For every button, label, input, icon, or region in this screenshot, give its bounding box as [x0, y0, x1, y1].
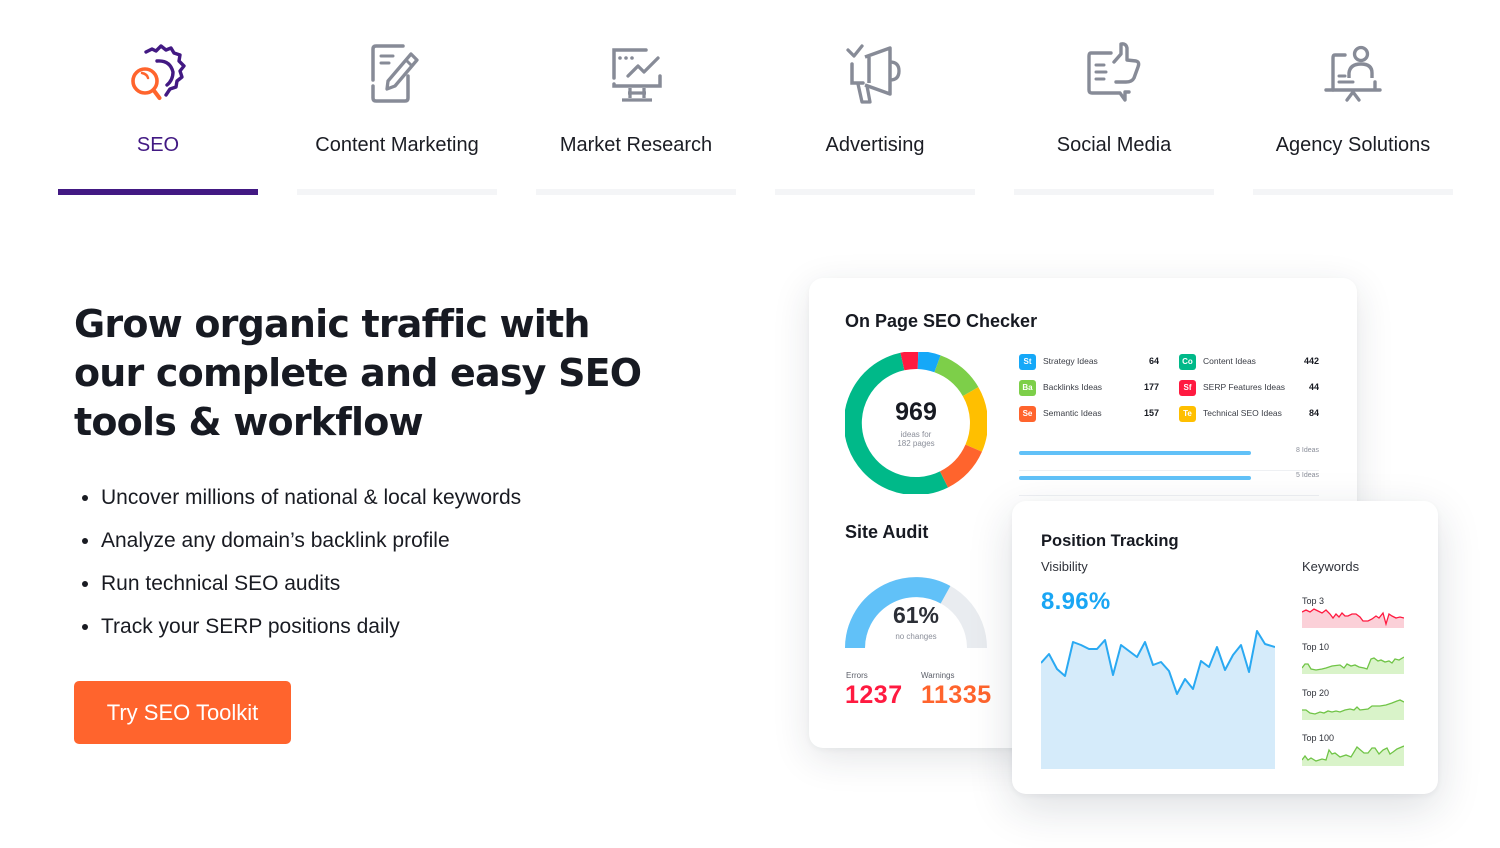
donut-ring [843, 350, 988, 495]
top10-sparkline [1302, 656, 1404, 674]
idea-backlinks[interactable]: Ba Backlinks Ideas 177 [1019, 380, 1159, 398]
donut-center: 969 ideas for 182 pages [845, 352, 987, 494]
technical-badge-icon: Te [1179, 406, 1196, 422]
top20-sparkline [1302, 699, 1404, 720]
tab-indicator [297, 189, 497, 195]
tab-label: SEO [136, 134, 180, 156]
idea-content[interactable]: Co Content Ideas 442 [1179, 354, 1319, 372]
bullet-icon [82, 538, 88, 544]
card-title: On Page SEO Checker [845, 311, 1038, 331]
megaphone-check-icon [846, 44, 901, 104]
bullet-icon [82, 624, 88, 630]
ideas-donut-chart: 969 ideas for 182 pages [843, 350, 988, 495]
serp-badge-icon: Sf [1179, 380, 1196, 396]
page-ideas-row[interactable]: 8 Ideas [1019, 446, 1319, 471]
spark-label: Top 10 [1302, 642, 1330, 652]
visibility-label: Visibility [1041, 559, 1088, 574]
strategy-badge-icon: St [1019, 354, 1036, 370]
site-audit-gauge [845, 577, 987, 649]
visibility-area-chart [1041, 630, 1275, 769]
audit-score-sub: no changes [895, 632, 937, 641]
tab-label: Social Media [1056, 134, 1172, 156]
backlinks-badge-icon: Ba [1019, 380, 1036, 396]
spark-label: Top 3 [1302, 596, 1325, 606]
spark-label: Top 100 [1302, 733, 1335, 743]
card-title: Position Tracking [1041, 532, 1179, 550]
visibility-value: 8.96% [1041, 588, 1111, 615]
thumbs-up-chat-icon [1087, 42, 1141, 102]
category-tabs: SEO Content Marketing Market Research [58, 0, 1454, 200]
keywords-label: Keywords [1302, 559, 1360, 574]
tab-market-research[interactable]: Market Research [536, 0, 736, 200]
tab-social-media[interactable]: Social Media [1014, 0, 1214, 200]
document-pencil-icon [371, 44, 419, 103]
position-tracking-card: Position Tracking Visibility 8.96% Keywo… [1012, 501, 1438, 794]
tab-content-marketing[interactable]: Content Marketing [297, 0, 497, 200]
semantic-badge-icon: Se [1019, 406, 1036, 422]
presenter-board-icon [1324, 45, 1382, 102]
hero-headline: Grow organic traffic with our complete a… [74, 302, 642, 444]
total-ideas: 969 [895, 398, 937, 426]
page-ideas-row[interactable]: 5 Ideas [1019, 471, 1319, 496]
top100-sparkline [1302, 745, 1404, 766]
warnings-value[interactable]: 11335 [921, 681, 992, 709]
tab-advertising[interactable]: Advertising [775, 0, 975, 200]
tab-label: Market Research [559, 134, 713, 156]
errors-value[interactable]: 1237 [845, 681, 903, 709]
feature-list: Uncover millions of national & local key… [78, 480, 521, 652]
ideas-subtitle: ideas for 182 pages [897, 430, 935, 448]
audit-score: 61% [892, 602, 940, 628]
feature-item: Run technical SEO audits [78, 566, 521, 609]
progress-bar [1019, 451, 1251, 455]
seo-gear-magnifier-icon [131, 44, 186, 100]
monitor-chart-icon [612, 48, 662, 102]
idea-technical-seo[interactable]: Te Technical SEO Ideas 84 [1179, 406, 1319, 424]
tab-indicator [58, 189, 258, 195]
feature-item: Uncover millions of national & local key… [78, 480, 521, 523]
warnings-label: Warnings [921, 671, 955, 680]
try-seo-toolkit-button[interactable]: Try SEO Toolkit [74, 681, 291, 744]
idea-serp-features[interactable]: Sf SERP Features Ideas 44 [1179, 380, 1319, 398]
tab-label: Advertising [825, 134, 925, 156]
idea-strategy[interactable]: St Strategy Ideas 64 [1019, 354, 1159, 372]
bullet-icon [82, 581, 88, 587]
bullet-icon [82, 495, 88, 501]
tab-indicator [1253, 189, 1453, 195]
tab-agency-solutions[interactable]: Agency Solutions [1253, 0, 1453, 200]
progress-bar [1019, 476, 1251, 480]
feature-item: Track your SERP positions daily [78, 609, 521, 652]
spark-label: Top 20 [1302, 688, 1330, 698]
site-audit-title: Site Audit [845, 522, 929, 542]
tab-indicator [536, 189, 736, 195]
feature-item: Analyze any domain’s backlink profile [78, 523, 521, 566]
tab-indicator [775, 189, 975, 195]
content-badge-icon: Co [1179, 354, 1196, 370]
tab-indicator [1014, 189, 1214, 195]
errors-label: Errors [846, 671, 868, 680]
idea-semantic[interactable]: Se Semantic Ideas 157 [1019, 406, 1159, 424]
page-ideas-bars: 8 Ideas 5 Ideas [1019, 446, 1319, 496]
top3-sparkline [1302, 608, 1404, 628]
tab-label: Content Marketing [315, 134, 479, 156]
tab-label: Agency Solutions [1275, 134, 1431, 156]
tab-seo[interactable]: SEO [58, 0, 258, 200]
